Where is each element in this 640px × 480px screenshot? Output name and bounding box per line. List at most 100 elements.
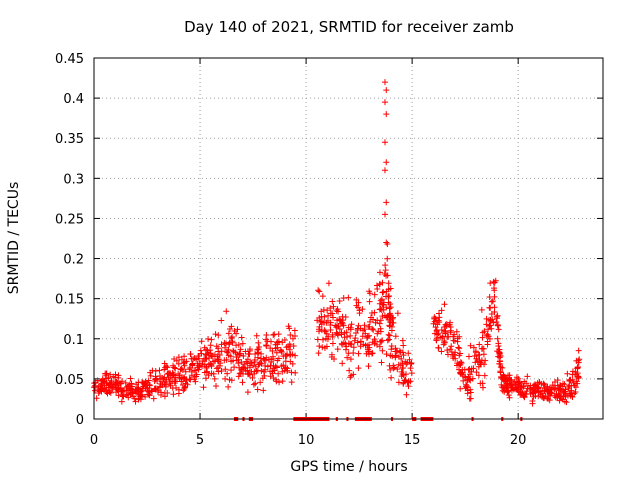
- data-point: [372, 319, 379, 326]
- data-point: [460, 377, 467, 384]
- data-point: [465, 353, 472, 360]
- data-point: [163, 363, 170, 370]
- data-point: [345, 340, 352, 347]
- data-point: [330, 303, 337, 310]
- x-axis-label: GPS time / hours: [290, 459, 407, 475]
- data-point: [222, 375, 229, 382]
- data-point: [200, 384, 207, 391]
- data-point: [371, 291, 378, 298]
- data-point: [365, 363, 372, 370]
- data-point: [207, 347, 214, 354]
- data-point: [180, 360, 187, 367]
- data-point: [443, 321, 450, 328]
- data-point: [524, 373, 531, 380]
- data-point: [381, 167, 388, 174]
- data-point: [452, 349, 459, 356]
- data-point: [227, 353, 234, 360]
- data-point: [164, 390, 171, 397]
- data-point: [114, 386, 121, 393]
- data-point: [117, 385, 124, 392]
- data-point: [392, 354, 399, 361]
- data-point: [269, 348, 276, 355]
- x-tick-label: 20: [510, 433, 527, 448]
- data-point: [224, 370, 231, 377]
- data-point: [448, 343, 455, 350]
- data-point: [135, 379, 142, 386]
- data-point: [370, 326, 377, 333]
- data-point: [342, 346, 349, 353]
- data-point: [383, 351, 390, 358]
- data-point: [390, 314, 397, 321]
- data-point: [376, 320, 383, 327]
- data-point: [170, 371, 177, 378]
- data-point: [405, 378, 412, 385]
- y-axis-label: SRMTID / TECUs: [6, 182, 22, 295]
- data-point: [288, 379, 295, 386]
- data-point: [445, 333, 452, 340]
- data-point: [379, 313, 386, 320]
- data-point: [279, 378, 286, 385]
- data-point: [274, 339, 281, 346]
- data-point: [523, 380, 530, 387]
- data-point: [496, 360, 503, 367]
- data-point: [156, 383, 163, 390]
- data-point: [226, 376, 233, 383]
- data-point: [575, 359, 582, 366]
- data-point: [470, 344, 477, 351]
- data-point: [242, 348, 249, 355]
- data-point: [384, 313, 391, 320]
- data-point: [380, 301, 387, 308]
- data-point: [289, 360, 296, 367]
- data-point: [489, 298, 496, 305]
- data-point: [211, 375, 218, 382]
- data-point: [235, 373, 242, 380]
- data-point: [526, 385, 533, 392]
- data-point: [392, 333, 399, 340]
- data-point: [323, 330, 330, 337]
- grid: [94, 58, 603, 419]
- y-tick-label: 0.35: [55, 132, 84, 147]
- data-point: [479, 334, 486, 341]
- data-point: [233, 330, 240, 337]
- data-point: [205, 335, 212, 342]
- data-point: [456, 366, 463, 373]
- data-point: [255, 346, 262, 353]
- data-point: [339, 360, 346, 367]
- data-point: [263, 332, 270, 339]
- data-point: [273, 349, 280, 356]
- data-point: [254, 346, 261, 353]
- data-point: [536, 379, 543, 386]
- data-point: [464, 384, 471, 391]
- data-point: [223, 348, 230, 355]
- data-point: [161, 393, 168, 400]
- data-point: [383, 111, 390, 118]
- data-point: [107, 371, 114, 378]
- data-point: [268, 356, 275, 363]
- data-point: [283, 352, 290, 359]
- data-point: [441, 324, 448, 331]
- data-point: [523, 388, 530, 395]
- data-point: [491, 293, 498, 300]
- y-tick-label: 0.2: [63, 253, 84, 268]
- data-point: [144, 379, 151, 386]
- data-point: [267, 368, 274, 375]
- data-point: [399, 360, 406, 367]
- data-point: [451, 337, 458, 344]
- data-point: [497, 364, 504, 371]
- data-point: [321, 344, 328, 351]
- data-point: [379, 337, 386, 344]
- data-point: [378, 359, 385, 366]
- data-point: [225, 330, 232, 337]
- data-point: [221, 339, 228, 346]
- data-point: [437, 334, 444, 341]
- data-point: [487, 304, 494, 311]
- data-point: [357, 325, 364, 332]
- data-point: [365, 351, 372, 358]
- data-point: [342, 314, 349, 321]
- data-point: [316, 343, 323, 350]
- data-point: [438, 327, 445, 334]
- data-point: [239, 340, 246, 347]
- data-point: [387, 366, 394, 373]
- data-point: [129, 390, 136, 397]
